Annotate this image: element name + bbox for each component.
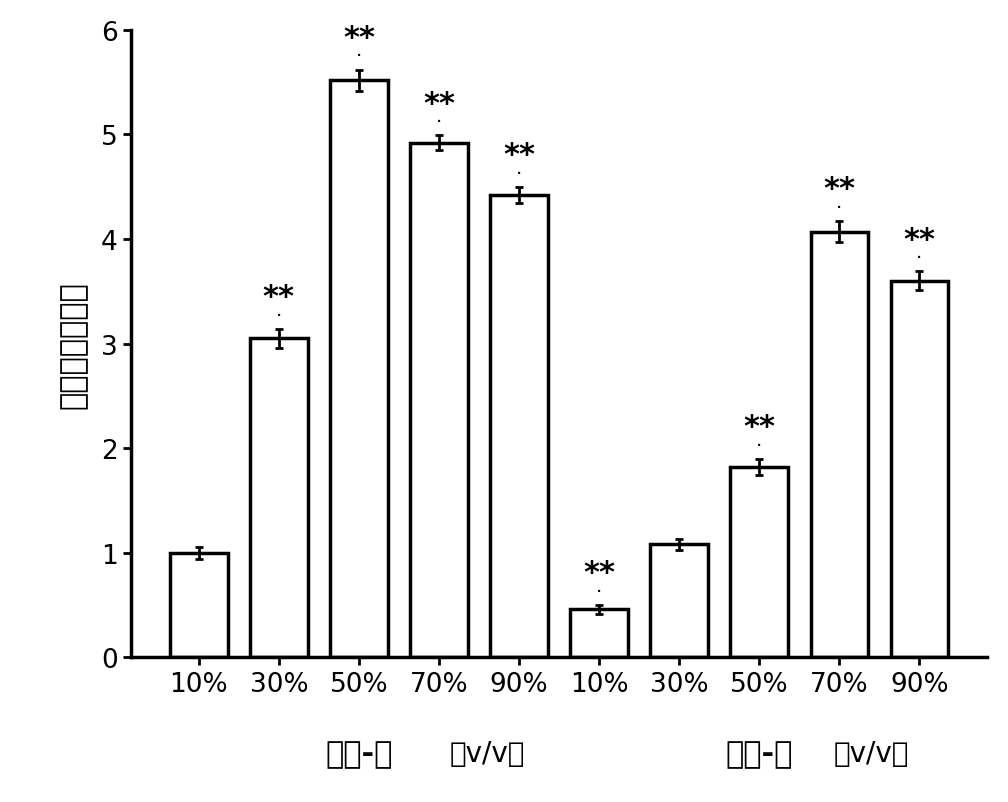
Bar bbox=[810, 233, 868, 658]
Text: ·: · bbox=[356, 47, 362, 67]
Bar bbox=[170, 553, 228, 658]
Text: ·: · bbox=[435, 113, 443, 132]
Text: **: ** bbox=[743, 412, 775, 441]
Text: **: ** bbox=[263, 283, 295, 312]
Bar bbox=[490, 196, 548, 658]
Text: ·: · bbox=[516, 164, 522, 184]
Text: **: ** bbox=[343, 24, 375, 53]
Bar bbox=[891, 282, 949, 658]
Bar bbox=[330, 81, 388, 658]
Text: ·: · bbox=[916, 249, 922, 268]
Text: ·: · bbox=[276, 306, 282, 326]
Text: **: ** bbox=[423, 90, 455, 119]
Text: 甲醇-水: 甲醇-水 bbox=[326, 739, 392, 768]
Text: **: ** bbox=[584, 559, 615, 588]
Text: **: ** bbox=[903, 225, 935, 254]
Bar bbox=[250, 339, 307, 658]
Text: ·: · bbox=[596, 582, 602, 602]
Text: （v/v）: （v/v） bbox=[834, 739, 909, 767]
Text: 乙醇-水: 乙醇-水 bbox=[726, 739, 793, 768]
Bar bbox=[571, 610, 628, 658]
Bar bbox=[410, 144, 468, 658]
Bar bbox=[650, 545, 708, 658]
Text: **: ** bbox=[824, 176, 856, 205]
Y-axis label: 相对吸附含量比: 相对吸附含量比 bbox=[58, 281, 88, 408]
Bar bbox=[731, 468, 788, 658]
Text: ·: · bbox=[756, 436, 762, 455]
Text: ·: · bbox=[837, 199, 843, 218]
Text: （v/v）: （v/v） bbox=[450, 739, 525, 767]
Text: **: ** bbox=[503, 141, 535, 170]
